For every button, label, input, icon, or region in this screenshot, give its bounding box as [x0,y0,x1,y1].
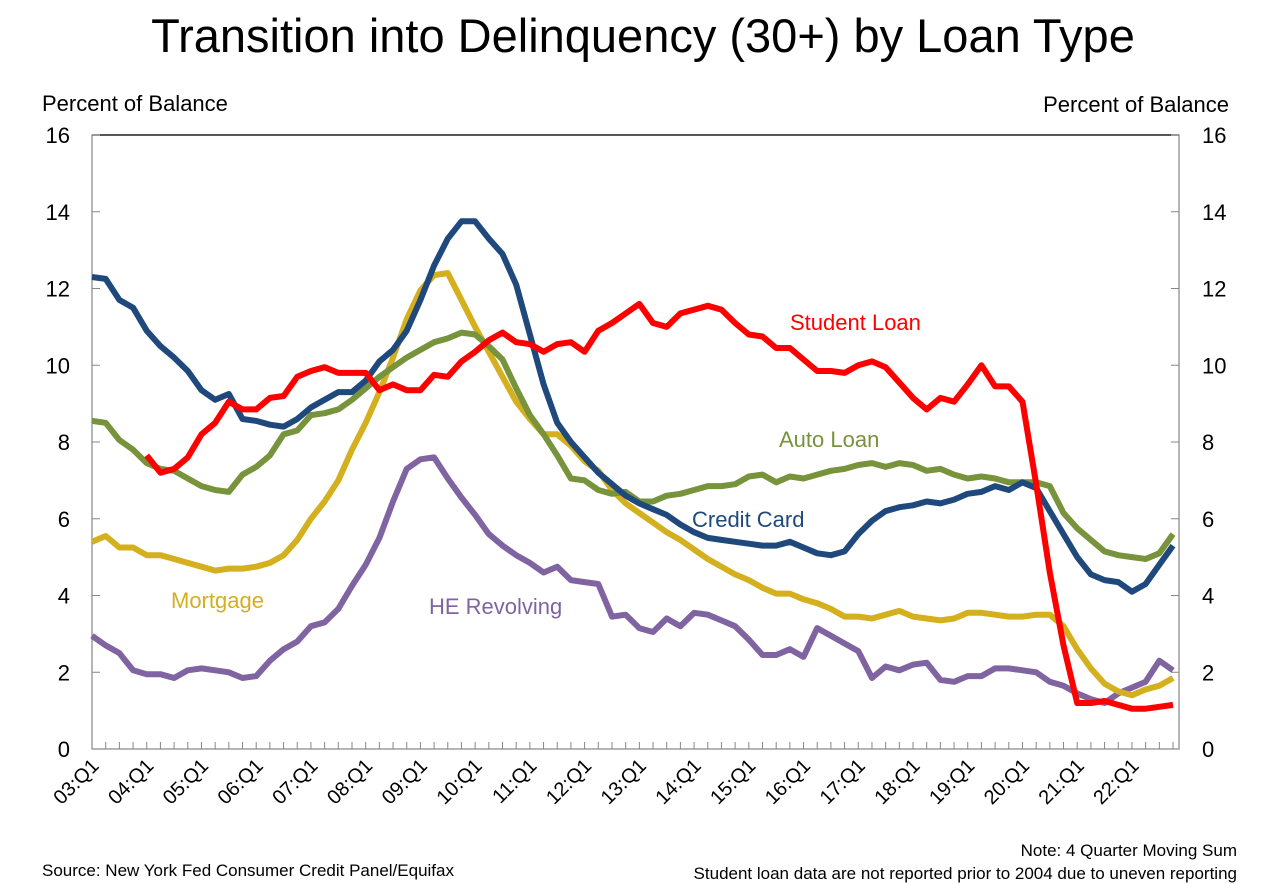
y-tick-label-left: 4 [58,584,70,609]
series-lines [90,218,1176,712]
source-footnote: Source: New York Fed Consumer Credit Pan… [42,861,454,880]
plot-frame [91,134,1180,750]
x-tick-label: 19:Q1 [925,755,979,809]
series-labels: Credit Card Student Loan Auto Loan Mortgage… [171,310,921,619]
y-tick-label-right: 2 [1202,660,1214,685]
x-tick-label: 12:Q1 [542,755,596,809]
x-tick-label: 09:Q1 [378,755,432,809]
x-tick-label: 16:Q1 [761,755,815,809]
x-tick-label: 07:Q1 [268,755,322,809]
note-footnote: Note: 4 Quarter Moving Sum [1021,841,1237,860]
y-tick-label-left: 14 [46,200,70,225]
series-label-mortgage: Mortgage [171,588,264,613]
x-tick-label: 22:Q1 [1089,755,1143,809]
student-loan-footnote: Student loan data are not reported prior… [694,864,1237,883]
series-line-auto-loan [91,329,1176,562]
y-axis-title-left: Percent of Balance [42,91,228,116]
x-tick-label: 08:Q1 [323,755,377,809]
x-tick-label: 17:Q1 [816,755,870,809]
x-tick-label: 20:Q1 [980,755,1034,809]
series-label-student-loan: Student Loan [790,310,921,335]
x-tick-label: 15:Q1 [706,755,760,809]
x-tick-label: 05:Q1 [159,755,213,809]
y-tick-label-left: 2 [58,660,70,685]
series-label-auto-loan: Auto Loan [779,427,879,452]
y-tick-label-right: 10 [1202,353,1226,378]
x-tick-label: 14:Q1 [652,755,706,809]
x-tick-label: 06:Q1 [214,755,268,809]
series-line-he-revolving [90,454,1175,706]
y-axis-title-right: Percent of Balance [1043,92,1229,117]
chart-title: Transition into Delinquency (30+) by Loa… [151,9,1135,62]
y-tick-label-left: 6 [58,507,70,532]
axes: 0 0 2 2 4 4 6 6 8 8 10 10 12 12 14 14 16 16 03:Q1 04:Q1 05:Q… [46,123,1227,809]
x-tick-label: 18:Q1 [870,755,924,809]
series-line-credit-card [91,218,1176,595]
y-tick-label-left: 16 [46,123,70,148]
y-tick-label-right: 8 [1202,430,1214,455]
series-line-student-loan [144,300,1174,712]
series-label-credit-card: Credit Card [692,507,804,532]
y-tick-label-left: 0 [58,737,70,762]
x-tick-label: 13:Q1 [597,755,651,809]
x-tick-label: 11:Q1 [488,755,541,808]
y-tick-label-left: 8 [58,430,70,455]
y-tick-label-right: 6 [1202,507,1214,532]
y-tick-label-right: 12 [1202,277,1226,302]
y-tick-label-right: 16 [1202,123,1226,148]
x-tick-label: 04:Q1 [104,755,158,809]
y-tick-label-left: 10 [46,353,70,378]
series-label-he-revolving: HE Revolving [429,594,562,619]
x-tick-label: 03:Q1 [49,755,103,809]
y-tick-label-left: 12 [46,277,70,302]
y-tick-label-right: 0 [1202,737,1214,762]
x-tick-label: 21:Q1 [1035,755,1089,809]
y-tick-label-right: 4 [1202,584,1214,609]
y-tick-label-right: 14 [1202,200,1226,225]
series-line-mortgage [90,270,1175,699]
x-tick-label: 10:Q1 [433,755,487,809]
